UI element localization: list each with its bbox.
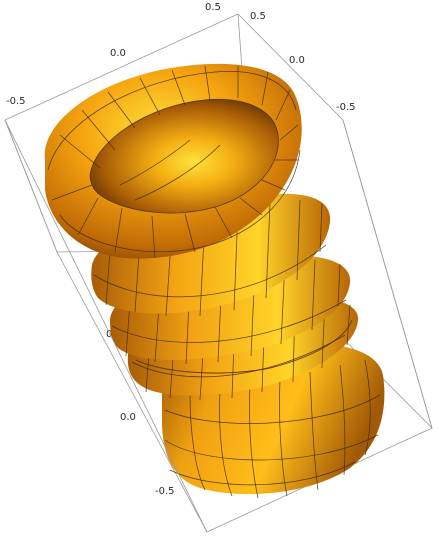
tick-label-top-zero-a: 0.0: [110, 48, 126, 59]
tick-label-left-neg: -0.5: [155, 486, 175, 497]
bounding-box-front: [4, 119, 433, 533]
tick-label-top-a: 0.5: [205, 2, 221, 13]
tick-label-top-neg-a: -0.5: [6, 96, 26, 107]
tick-label-top-neg-b: -0.5: [336, 102, 356, 113]
tick-label-top-zero-b: 0.0: [289, 55, 305, 66]
surface-ring-top: [44, 63, 302, 259]
tick-label-top-b: 0.5: [250, 11, 266, 22]
tick-label-left-zero: 0.0: [120, 412, 136, 423]
